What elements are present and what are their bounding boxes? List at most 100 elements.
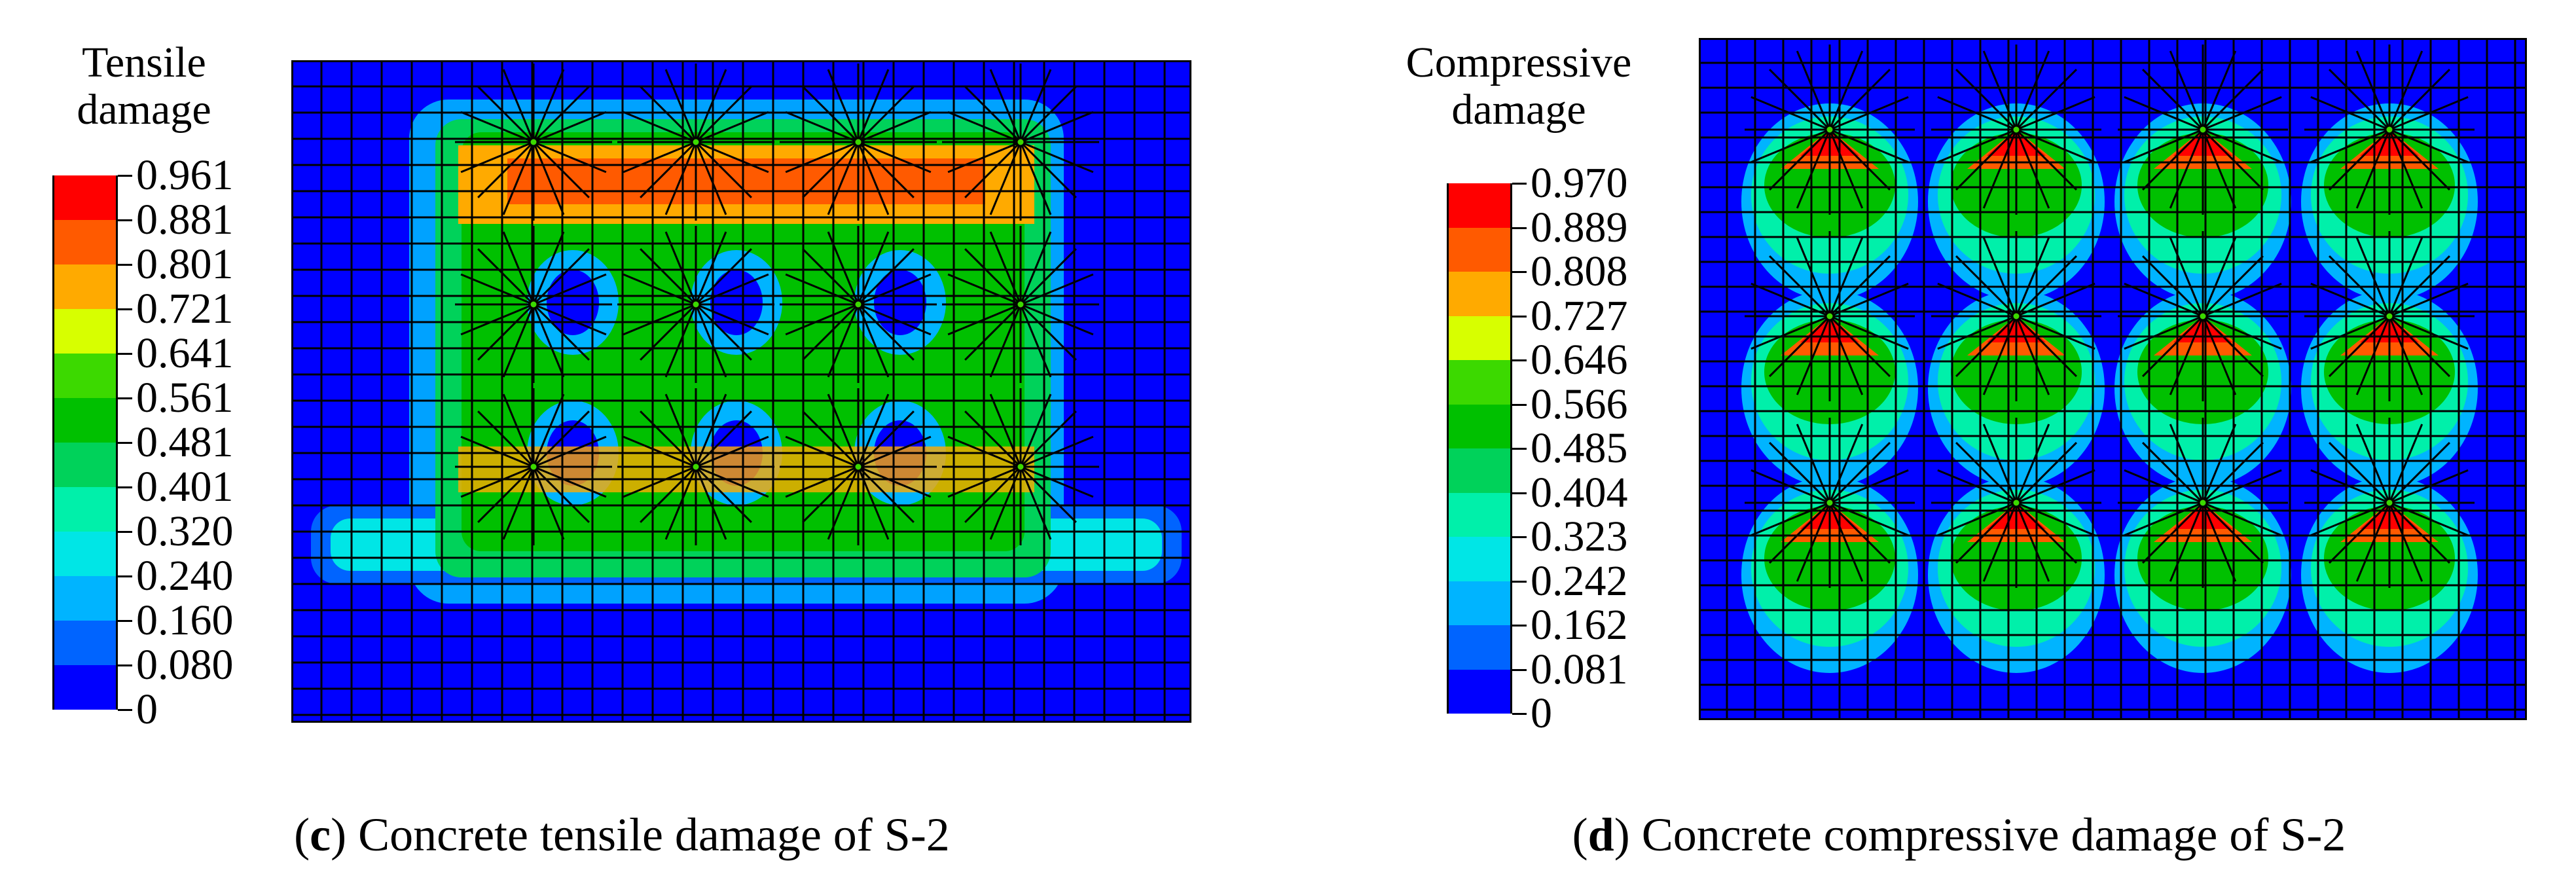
legend-title-line2: damage (77, 86, 211, 134)
legend-swatch (54, 621, 116, 665)
node-point (1015, 137, 1026, 147)
radial-fans (455, 64, 1099, 545)
legend-value: 0.485 (1531, 424, 1628, 472)
legend-value: 0.323 (1531, 513, 1628, 560)
legend-tick (1512, 492, 1527, 494)
legend-value: 0.970 (1531, 159, 1628, 207)
node-point (2011, 311, 2022, 321)
caption: (d) Concrete compressive damage of S-2 (1572, 809, 2346, 861)
legend-value: 0.961 (136, 151, 234, 199)
node-point (2384, 124, 2395, 135)
node-point (1015, 299, 1026, 310)
legend-tick (118, 620, 132, 622)
caption-letter: d (1587, 809, 1614, 861)
legend-tick (118, 486, 132, 488)
legend-swatch (54, 309, 116, 354)
node-point (853, 299, 863, 310)
legend-value: 0.081 (1531, 645, 1628, 693)
legend-swatch (1449, 492, 1510, 537)
bottom-high-damage-band (458, 446, 1034, 492)
node-point (1824, 124, 1835, 135)
low-damage-hole-core (710, 270, 763, 335)
legend-swatch (54, 354, 116, 398)
legend-title: Tensile damage (52, 39, 236, 134)
legend-swatch (1449, 537, 1510, 581)
legend-value: 0.566 (1531, 380, 1628, 428)
legend-tick (1512, 359, 1527, 361)
mesh-grid (291, 60, 1191, 723)
node-point (691, 299, 701, 310)
legend-swatch (1449, 404, 1510, 448)
legend-value: 0.404 (1531, 468, 1628, 517)
node-point (853, 137, 863, 147)
legend-tick (118, 397, 132, 399)
node-point (2384, 498, 2395, 508)
legend-tick (118, 175, 132, 177)
node-point (2198, 498, 2208, 508)
legend-value: 0.646 (1531, 336, 1628, 384)
panel-compressive-damage: Compressive damage 0.970 0.889 0.808 0.727 0… (1342, 0, 2576, 891)
legend-swatch (54, 220, 116, 264)
legend-value: 0.162 (1531, 601, 1628, 649)
legend-value: 0.481 (136, 418, 234, 466)
legend-tick (1512, 271, 1527, 273)
node-point (1824, 498, 1835, 508)
legend-tick (118, 531, 132, 533)
legend-value: 0.727 (1531, 291, 1628, 340)
legend-tick (1512, 403, 1527, 406)
caption: (c) Concrete tensile damage of S-2 (294, 809, 950, 861)
node-point (853, 462, 863, 472)
legend-tick (1512, 713, 1527, 715)
legend-swatch (1449, 183, 1510, 228)
legend-swatch (54, 264, 116, 309)
legend-tick (118, 442, 132, 444)
legend-swatch (54, 576, 116, 621)
plot-border (291, 60, 1191, 723)
legend-tick (118, 664, 132, 666)
legend-swatch (1449, 316, 1510, 360)
node-point (2011, 124, 2022, 135)
plot-border (1699, 38, 2527, 720)
legend-swatch (1449, 625, 1510, 670)
legend-tick (1512, 536, 1527, 538)
low-damage-hole-core (547, 270, 599, 335)
legend-swatch (1449, 581, 1510, 625)
legend-swatch (1449, 669, 1510, 714)
legend-tick (1512, 183, 1527, 185)
legend-value: 0.240 (136, 552, 234, 600)
radial-fans (1745, 45, 2475, 588)
legend-tick (1512, 448, 1527, 450)
legend-value: 0.401 (136, 463, 234, 511)
legend-value: 0.801 (136, 240, 234, 288)
legend-tick (1512, 668, 1527, 671)
legend-tick (118, 709, 132, 711)
tensile-damage-contour-plot (291, 60, 1191, 723)
legend-swatch (54, 398, 116, 443)
node-point (528, 137, 539, 147)
node-point (691, 462, 701, 472)
legend-value: 0.721 (136, 285, 234, 333)
legend-tick (118, 219, 132, 221)
legend-tick (1512, 315, 1527, 318)
node-point (691, 137, 701, 147)
node-point (2198, 124, 2208, 135)
legend-value: 0.080 (136, 641, 234, 689)
color-legend-bar (1447, 183, 1512, 714)
legend-value: 0.881 (136, 196, 234, 244)
low-damage-hole-core (874, 270, 926, 335)
legend-value: 0.561 (136, 374, 234, 422)
legend-swatch (1449, 360, 1510, 405)
compressive-damage-contour-plot (1699, 38, 2527, 720)
legend-value: 0 (136, 685, 158, 733)
legend-tick (118, 353, 132, 355)
caption-text: Concrete compressive damage of S-2 (1641, 809, 2346, 861)
legend-tick (118, 575, 132, 577)
caption-text: Concrete tensile damage of S-2 (358, 809, 950, 861)
legend-title-line2: damage (1451, 86, 1586, 134)
legend-swatch (54, 443, 116, 487)
legend-tick (1512, 227, 1527, 229)
node-point (2011, 498, 2022, 508)
node-point (528, 299, 539, 310)
color-legend-bar (52, 175, 118, 710)
legend-value: 0.160 (136, 596, 234, 644)
